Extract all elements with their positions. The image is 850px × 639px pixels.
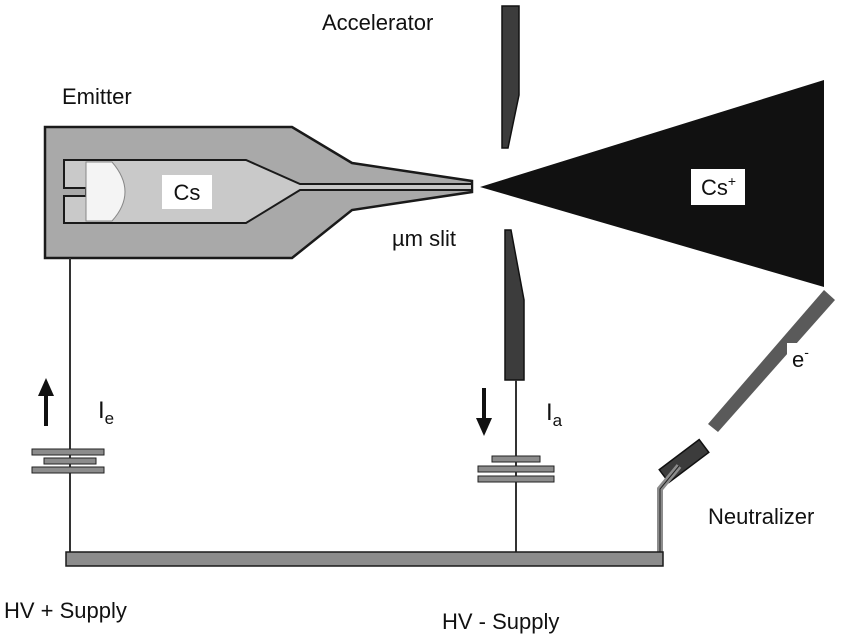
hv-minus-battery-plate-short: [491, 455, 541, 463]
hv-minus-supply-label: HV - Supply: [442, 609, 559, 634]
neutralizer-body: [658, 438, 710, 484]
emitter-label: Emitter: [62, 84, 132, 109]
accelerator-lower-electrode: [504, 229, 525, 381]
accelerator-label: Accelerator: [322, 10, 433, 35]
neutralizer-label: Neutralizer: [708, 504, 814, 529]
hv-plus-supply-label: HV + Supply: [4, 598, 127, 623]
cs-ion-label: Cs+: [701, 173, 736, 200]
hv-minus-battery-plate-long: [477, 465, 555, 473]
current-arrow-down-icon: [476, 388, 492, 436]
emitter-current-subscript: e: [105, 409, 114, 428]
electron-label-box: [787, 343, 820, 375]
accelerator-current-label: Ia: [546, 399, 563, 430]
slit-label: µm slit: [392, 226, 456, 251]
accelerator-current-subscript: a: [553, 411, 563, 430]
emitter-current-label: Ie: [98, 397, 114, 428]
neutralizer-feed-wire: [657, 464, 682, 563]
cs-ion-superscript: +: [728, 173, 736, 189]
electron-label: e-: [792, 344, 809, 372]
electron-superscript: -: [804, 344, 809, 360]
ion-beam: [480, 80, 824, 287]
cs-label-box: [162, 175, 212, 209]
electron-beam: [708, 290, 835, 432]
cs-label: Cs: [174, 180, 201, 205]
accelerator-upper-electrode: [501, 5, 520, 149]
hv-minus-battery-plate-long-2: [477, 475, 555, 483]
cesium-meniscus: [85, 161, 126, 222]
hv-plus-battery-plate-long: [31, 448, 105, 456]
hv-plus-battery-plate-short: [43, 457, 97, 465]
neutralizer-feed-wire-edge: [659, 465, 680, 563]
common-ground-bus: [65, 551, 664, 567]
current-arrow-up-icon: [38, 378, 54, 426]
hv-plus-battery-plate-long-2: [31, 466, 105, 474]
cs-ion-label-box: [691, 169, 745, 205]
